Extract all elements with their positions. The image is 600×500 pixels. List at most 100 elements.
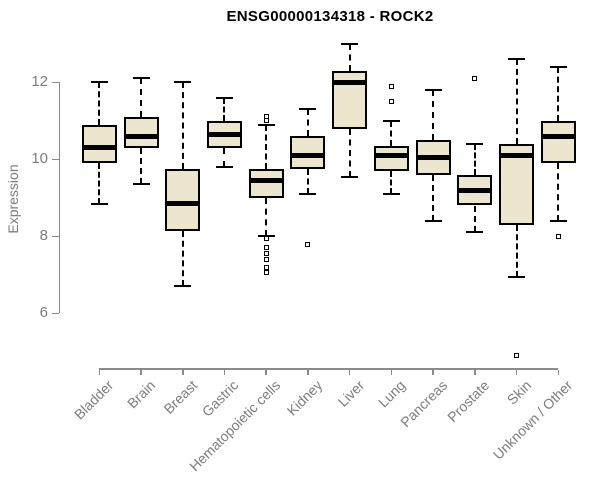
median-line: [373, 152, 409, 158]
median-line: [415, 154, 451, 160]
whisker-cap-lower: [424, 219, 442, 222]
whisker-upper: [306, 109, 309, 137]
whisker-cap-lower: [90, 202, 108, 205]
box: [165, 168, 201, 231]
whisker-cap-upper: [424, 89, 442, 91]
y-axis-tick: [52, 235, 59, 238]
whisker-cap-lower: [341, 175, 359, 178]
whisker-lower: [557, 163, 560, 221]
whisker-cap-lower: [215, 166, 233, 168]
median-line: [206, 131, 242, 137]
whisker-cap-upper: [215, 96, 233, 99]
x-axis-tick: [557, 369, 560, 376]
y-axis-line: [58, 82, 60, 314]
median-line: [248, 177, 284, 183]
y-axis-label: Expression: [5, 164, 21, 234]
outlier-point: [263, 251, 269, 257]
median-line: [290, 152, 326, 158]
median-line: [457, 187, 493, 193]
whisker-upper: [515, 59, 518, 144]
box: [123, 116, 159, 148]
outlier-point: [388, 99, 394, 105]
whisker-upper: [265, 124, 268, 169]
whisker-lower: [515, 224, 518, 277]
x-axis-tick: [223, 369, 226, 376]
whisker-cap-upper: [299, 108, 317, 111]
x-axis-tick: [390, 369, 393, 376]
whisker-cap-lower: [382, 192, 400, 195]
y-axis-tick: [52, 312, 59, 315]
x-axis-tick: [348, 369, 351, 376]
y-axis-tick: [52, 81, 59, 84]
x-axis-tick: [98, 369, 101, 376]
y-tick-label: 12: [31, 73, 48, 91]
box: [81, 124, 117, 164]
whisker-cap-upper: [382, 119, 400, 122]
whisker-lower: [98, 163, 101, 204]
whisker-upper: [98, 82, 101, 125]
whisker-upper: [140, 78, 143, 117]
whisker-lower: [390, 170, 393, 194]
whisker-upper: [181, 82, 184, 169]
x-axis-tick: [140, 369, 142, 376]
outlier-point: [263, 256, 269, 262]
whisker-cap-upper: [466, 142, 484, 145]
whisker-upper: [390, 120, 393, 146]
y-axis-tick: [52, 158, 59, 161]
box: [373, 145, 409, 171]
whisker-cap-upper: [549, 65, 567, 68]
median-line: [540, 133, 576, 139]
whisker-cap-lower: [132, 183, 150, 186]
box: [248, 168, 284, 198]
whisker-cap-upper: [174, 81, 192, 84]
median-line: [332, 79, 368, 85]
x-axis-tick: [432, 369, 434, 376]
box: [290, 136, 326, 169]
x-axis-tick: [307, 369, 309, 376]
median-line: [165, 201, 201, 207]
outlier-point: [263, 270, 269, 276]
outlier-point: [305, 241, 311, 247]
whisker-cap-upper: [90, 81, 108, 84]
outlier-point: [555, 233, 561, 239]
outlier-point: [263, 235, 269, 241]
outlier-point: [263, 118, 269, 124]
whisker-lower: [306, 168, 309, 194]
whisker-cap-lower: [466, 231, 484, 234]
whisker-upper: [348, 43, 351, 71]
whisker-cap-upper: [132, 77, 150, 80]
whisker-cap-upper: [341, 42, 359, 45]
outlier-point: [263, 245, 269, 251]
y-tick-label: 6: [39, 304, 48, 322]
x-axis-tick: [265, 369, 267, 376]
whisker-cap-upper: [508, 58, 526, 61]
median-line: [81, 145, 117, 151]
outlier-point: [472, 75, 478, 81]
whisker-cap-upper: [257, 123, 275, 126]
outlier-point: [388, 83, 394, 89]
outlier-point: [263, 264, 269, 270]
x-axis-tick: [474, 369, 476, 376]
whisker-upper: [473, 143, 476, 175]
chart-title: ENSG00000134318 - ROCK2: [226, 8, 434, 25]
whisker-cap-lower: [299, 192, 317, 195]
whisker-upper: [432, 90, 435, 141]
x-axis-tick: [182, 369, 184, 376]
y-tick-label: 8: [39, 227, 48, 245]
whisker-lower: [181, 230, 184, 287]
whisker-upper: [557, 66, 560, 121]
whisker-cap-lower: [508, 275, 526, 278]
x-axis-tick: [515, 369, 518, 376]
whisker-lower: [432, 174, 435, 221]
whisker-lower: [348, 128, 351, 177]
median-line: [123, 133, 159, 139]
whisker-lower: [265, 197, 268, 237]
box: [540, 120, 576, 164]
whisker-cap-lower: [174, 285, 192, 288]
whisker-lower: [473, 205, 476, 233]
whisker-lower: [223, 147, 226, 167]
x-axis-line: [99, 368, 559, 370]
median-line: [499, 152, 535, 158]
whisker-cap-lower: [549, 219, 567, 222]
